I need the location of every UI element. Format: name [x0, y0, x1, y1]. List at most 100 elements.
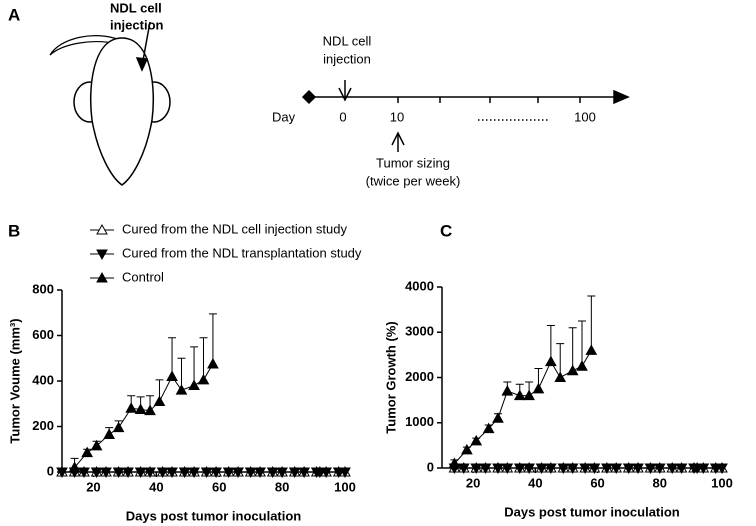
data-point: [601, 463, 613, 475]
data-point: [81, 446, 94, 458]
data-point: [112, 467, 125, 479]
panel-label: B: [8, 221, 20, 240]
x-tick-label: 20: [466, 475, 480, 490]
data-point: [90, 467, 103, 479]
panel-label: C: [440, 221, 452, 240]
data-point: [254, 467, 266, 479]
data-point: [545, 355, 557, 367]
data-point: [470, 463, 483, 475]
y-axis-label: Tumor Growth (%): [383, 321, 398, 433]
x-tick-label: 60: [212, 479, 226, 494]
injection-label: injection: [323, 51, 371, 66]
data-point: [144, 404, 156, 416]
data-point: [232, 467, 244, 479]
data-point: [653, 463, 666, 475]
error-bar: [190, 346, 199, 386]
data-point: [112, 421, 125, 433]
data-point: [103, 428, 116, 439]
data-point: [501, 385, 514, 396]
x-tick-label: 100: [334, 479, 356, 494]
mouse-label: NDL cell: [110, 0, 162, 15]
data-point: [457, 463, 470, 475]
data-point: [716, 463, 728, 475]
data-point: [523, 389, 535, 401]
injection-label: NDL cell: [323, 33, 372, 48]
data-point: [675, 463, 688, 475]
data-point: [535, 463, 548, 475]
data-point: [479, 463, 492, 475]
data-point: [210, 467, 222, 479]
data-point: [697, 463, 710, 475]
error-bar: [587, 295, 596, 351]
data-point: [339, 467, 351, 479]
data-point: [125, 402, 138, 413]
data-point: [175, 384, 188, 395]
mouse-drawing: [49, 21, 171, 186]
x-tick-label: 100: [711, 475, 733, 490]
data-point: [68, 461, 81, 472]
data-point: [513, 463, 526, 475]
timeline: [301, 80, 630, 152]
data-point: [554, 371, 567, 382]
y-axis-label: Tumor Voume (mm³): [7, 318, 22, 443]
sizing-label: Tumor sizing: [376, 155, 450, 170]
data-point: [566, 463, 579, 475]
data-point: [266, 467, 279, 479]
data-point: [200, 467, 213, 479]
data-point: [579, 463, 591, 475]
data-point: [532, 382, 545, 394]
data-point: [632, 463, 644, 475]
data-point: [90, 439, 103, 451]
y-tick-label: 0: [427, 459, 434, 474]
legend-label: Control: [122, 269, 164, 284]
sizing-label: (twice per week): [366, 173, 461, 188]
data-point: [100, 467, 112, 479]
data-point: [207, 357, 219, 369]
data-point: [134, 403, 147, 414]
data-point: [576, 360, 588, 371]
data-point: [78, 467, 90, 479]
data-point: [320, 467, 332, 479]
error-bar: [168, 337, 177, 377]
legend-label: Cured from the NDL transplantation study: [122, 245, 362, 260]
data-point: [470, 434, 483, 446]
y-tick-label: 200: [32, 418, 54, 433]
data-point: [166, 370, 178, 381]
data-point: [523, 463, 535, 475]
y-tick-label: 1000: [405, 414, 434, 429]
data-point: [222, 467, 235, 479]
data-point: [566, 364, 579, 376]
data-point: [153, 395, 166, 406]
mouse-label: injection: [110, 17, 164, 32]
error-bar: [199, 337, 208, 380]
x-tick-label: 40: [528, 475, 542, 490]
y-tick-label: 400: [32, 372, 54, 387]
x-tick-label: 80: [653, 475, 667, 490]
x-tick-label: 20: [86, 479, 100, 494]
legend-marker: [96, 249, 108, 261]
data-point: [448, 457, 461, 468]
day-tick: 0: [339, 109, 346, 124]
series-line: [74, 363, 214, 468]
y-tick-label: 3000: [405, 324, 434, 339]
data-point: [666, 463, 679, 475]
data-point: [188, 379, 200, 391]
y-tick-label: 2000: [405, 369, 434, 384]
data-point: [244, 467, 257, 479]
data-point: [588, 463, 601, 475]
data-point: [622, 463, 635, 475]
data-point: [156, 467, 169, 479]
x-tick-label: 40: [149, 479, 163, 494]
data-point: [610, 463, 623, 475]
day-tick: 100: [574, 109, 596, 124]
y-tick-label: 800: [32, 281, 54, 296]
x-tick-label: 80: [275, 479, 289, 494]
day-tick: 10: [390, 109, 404, 124]
x-axis-label: Days post tumor inoculation: [126, 508, 302, 523]
data-point: [134, 467, 147, 479]
data-point: [276, 467, 288, 479]
y-tick-label: 4000: [405, 278, 434, 293]
data-point: [513, 389, 526, 401]
data-point: [197, 373, 210, 385]
